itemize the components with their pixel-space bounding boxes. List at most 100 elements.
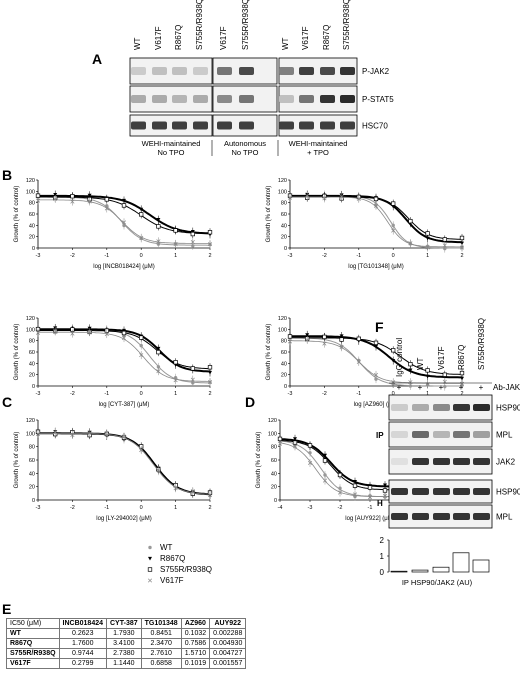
band-P-JAK2-lane-3 — [193, 67, 208, 75]
ic50-header-cell: TG101348 — [140, 618, 182, 629]
lane-label-f: R867Q — [457, 345, 466, 370]
y-tick-label: 0 — [32, 498, 35, 504]
ic50-cell: 0.1032 — [180, 628, 211, 639]
data-point — [391, 223, 395, 228]
ic50-cell: 2.3470 — [140, 638, 182, 649]
data-point — [374, 377, 378, 381]
x-tick-label: 0 — [140, 253, 143, 259]
data-point — [425, 368, 430, 373]
data-point — [391, 380, 396, 385]
x-tick-label: -3 — [288, 253, 293, 259]
y-tick-label: 20 — [281, 373, 287, 379]
ic50-cell: 0.7586 — [180, 638, 211, 649]
band — [473, 488, 490, 495]
data-point — [156, 369, 161, 374]
data-point — [190, 377, 195, 382]
data-point — [156, 349, 161, 355]
legend-label: V617F — [160, 576, 184, 585]
x-axis-label: log [TG101348] (μM) — [348, 264, 403, 270]
data-point — [70, 194, 75, 199]
data-point — [373, 372, 379, 377]
data-point — [383, 483, 387, 488]
lane-label-2: R867Q — [174, 25, 183, 50]
data-point — [425, 374, 430, 379]
table-row: WT 0.2623 1.7930 0.8451 0.1032 0.002288 — [6, 628, 247, 639]
data-point — [323, 453, 327, 458]
ic50-table: IC50 (μM) INCB018424 CYT-387 TG101348 AZ… — [6, 618, 247, 669]
data-point — [356, 336, 361, 341]
y-tick-label: 40 — [271, 471, 277, 477]
lane-label-f: WT — [416, 357, 425, 370]
data-point — [408, 362, 413, 367]
group-label-line2: + TPO — [307, 148, 329, 157]
ic50-header-row: IC50 (μM) INCB018424 CYT-387 TG101348 AZ… — [6, 618, 247, 629]
data-point — [459, 381, 465, 386]
ic50-cell: 3.4100 — [106, 638, 142, 649]
x-axis-label: log [AZ960] (μM) — [354, 402, 399, 408]
data-point — [121, 336, 127, 341]
data-point — [148, 545, 152, 550]
x-tick-label: -3 — [36, 505, 41, 511]
data-point — [459, 245, 465, 250]
y-tick-label: 120 — [268, 418, 277, 424]
data-point — [87, 330, 92, 335]
panel-label-f: F — [375, 319, 384, 335]
data-point — [148, 556, 152, 561]
y-tick-label: 40 — [281, 361, 287, 367]
data-point — [207, 380, 213, 385]
x-tick-label: -2 — [70, 391, 75, 397]
data-point — [139, 353, 144, 358]
data-point — [147, 567, 153, 572]
band-HSC70-lane-9 — [340, 121, 355, 130]
blot-a: WT V617F R867Q S755R/R938Q V617F S755R/R938Q W… — [129, 0, 394, 157]
x-axis-label: IP HSP90/JAK2 (AU) — [402, 578, 473, 587]
data-point — [391, 358, 396, 363]
x-tick-label: -1 — [356, 253, 361, 259]
x-tick-label: -2 — [70, 505, 75, 511]
bar-chart-f: 0 1 2 IP HSP90/JAK2 (AU) — [380, 536, 490, 587]
band-P-STAT5-lane-8 — [320, 95, 335, 103]
y-tick-label: 120 — [26, 178, 35, 184]
data-point — [373, 196, 379, 202]
data-point — [373, 340, 379, 345]
data-point — [373, 203, 379, 208]
data-point — [87, 199, 92, 204]
ic50-cell: 0.004930 — [209, 638, 247, 649]
x-tick-label: -2 — [70, 253, 75, 259]
ip-label: IP — [376, 431, 384, 440]
ic50-cell: 1.5710 — [180, 648, 211, 659]
data-point — [443, 384, 447, 389]
data-point — [147, 578, 153, 583]
band-P-STAT5-lane-0 — [131, 95, 146, 103]
data-point — [53, 329, 58, 334]
ic50-cell: 1.7930 — [106, 628, 142, 639]
blot-f: IgG control WT V617F R867Q S755R/R938Q + + + + + A… — [376, 318, 520, 529]
x-tick-label: -2 — [322, 253, 327, 259]
data-point — [121, 203, 127, 208]
data-point — [382, 488, 388, 493]
band — [412, 458, 429, 465]
data-point — [156, 365, 161, 369]
y-tick-label: 20 — [271, 485, 277, 491]
band — [391, 431, 408, 438]
x-tick-label: 1 — [174, 391, 177, 397]
bar-WT — [411, 569, 429, 573]
band — [412, 488, 429, 495]
ic50-cell: 1.1440 — [106, 658, 142, 669]
data-point — [442, 237, 447, 242]
lane-label-f: IgG control — [395, 338, 404, 377]
data-point — [173, 360, 178, 365]
group-label-line2: No TPO — [232, 148, 259, 157]
y-tick-label: 20 — [29, 235, 35, 241]
ic50-header-cell: AUY922 — [209, 618, 247, 629]
band-label-f: MPL — [496, 431, 513, 440]
x-tick-label: 1 — [174, 505, 177, 511]
ic50-row-label: S755R/R938Q — [6, 648, 60, 659]
legend-label: R867Q — [160, 554, 185, 563]
x-tick-label: 2 — [208, 253, 211, 259]
bar-V617F — [432, 566, 450, 573]
data-point — [356, 359, 361, 364]
lane-label-3: S755R/R938Q — [195, 0, 204, 50]
data-point — [322, 341, 327, 346]
data-point — [190, 231, 195, 237]
